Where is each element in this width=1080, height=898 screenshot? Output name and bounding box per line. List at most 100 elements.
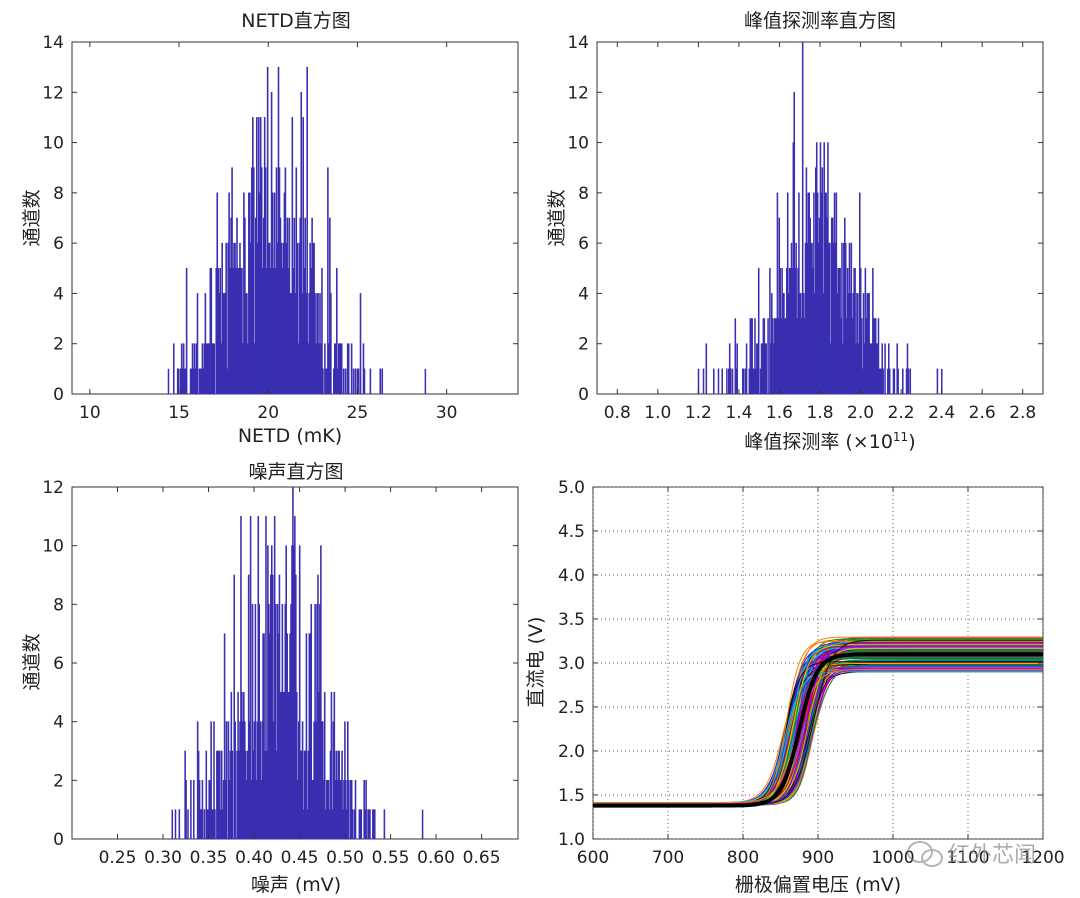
histogram-bar xyxy=(342,368,345,395)
histogram-bar xyxy=(187,809,189,840)
histogram-bar xyxy=(882,368,884,395)
x-tick-label: 0.45 xyxy=(281,848,319,868)
x-tick-label: 25 xyxy=(347,403,369,423)
histogram-bar xyxy=(884,343,886,395)
histogram-bar xyxy=(729,368,732,395)
y-tick-label: 3.5 xyxy=(558,610,585,630)
y-tick-label: 2 xyxy=(53,335,64,355)
histogram-bar xyxy=(336,267,338,395)
x-tick-label: 10 xyxy=(79,403,101,423)
x-tick-label: 0.55 xyxy=(372,848,410,868)
x-tick-label: 15 xyxy=(168,403,190,423)
histogram-bar xyxy=(751,318,753,395)
histogram-bar xyxy=(352,368,355,395)
y-tick-label: 1.5 xyxy=(558,786,585,806)
y-tick-label: 4 xyxy=(578,284,589,304)
histogram-bar xyxy=(854,267,856,395)
y-tick-label: 12 xyxy=(567,83,589,103)
y-tick-label: 10 xyxy=(42,134,64,154)
histogram-bar xyxy=(172,343,175,395)
histogram-bar xyxy=(321,267,323,395)
x-tick-label: 1.8 xyxy=(806,403,833,423)
x-tick-label: 2.6 xyxy=(969,403,996,423)
histogram-bar xyxy=(373,809,376,840)
histogram-bar xyxy=(360,809,363,840)
histogram-bar xyxy=(767,318,769,395)
noise-y-ticks: 0 2 4 6 8 10 12 xyxy=(42,478,518,850)
y-tick-label: 2.0 xyxy=(558,742,585,762)
x-tick-label: 1.0 xyxy=(644,403,671,423)
x-tick-label: 0.50 xyxy=(326,848,364,868)
histogram-bar xyxy=(219,267,222,395)
dc-y-ticks: 1.0 1.5 2.0 2.5 3.0 3.5 4.0 4.5 5.0 xyxy=(558,478,1043,850)
histogram-bar xyxy=(296,692,298,840)
histogram-bar xyxy=(223,633,226,840)
histogram-bar xyxy=(296,242,299,395)
histogram-bar xyxy=(731,368,734,395)
histogram-bar xyxy=(363,368,366,395)
noise-x-axis-title: 噪声 (mV) xyxy=(251,874,341,896)
histogram-bar xyxy=(203,809,206,840)
wechat-logo-icon xyxy=(907,841,943,867)
histogram-bar xyxy=(897,368,899,395)
x-tick-label: 2.2 xyxy=(888,403,915,423)
y-tick-label: 4 xyxy=(53,284,64,304)
histogram-bar xyxy=(263,633,265,840)
y-tick-label: 8 xyxy=(53,595,64,615)
histogram-bar xyxy=(754,318,756,395)
x-tick-label: 1.2 xyxy=(685,403,712,423)
x-tick-label: 2.0 xyxy=(847,403,874,423)
histogram-bar xyxy=(742,368,745,395)
histogram-bar xyxy=(247,574,250,840)
histogram-bar xyxy=(341,750,343,840)
histogram-bar xyxy=(333,692,336,840)
histogram-bar xyxy=(327,167,329,395)
histogram-bar xyxy=(713,368,715,395)
x-tick-label: 0.8 xyxy=(604,403,631,423)
histogram-bar xyxy=(705,343,708,395)
histogram-bar xyxy=(265,516,267,840)
histogram-bar xyxy=(210,267,213,395)
y-tick-label: 0 xyxy=(578,385,589,405)
histogram-bar xyxy=(220,750,223,840)
histogram-bar xyxy=(205,750,208,840)
x-tick-label: 1.4 xyxy=(725,403,752,423)
histogram-bar xyxy=(793,91,796,395)
histogram-bar xyxy=(330,692,333,840)
watermark: 红外芯闻 xyxy=(907,841,1036,868)
histogram-bar xyxy=(734,318,737,395)
histogram-bar xyxy=(369,809,371,840)
detectivity-x-axis-title: 峰值探测率 (×1011) xyxy=(744,430,915,453)
histogram-bar xyxy=(347,343,350,395)
dc-x-ticks: 600 700 800 900 1000 1100 1200 xyxy=(577,487,1065,868)
netd-histogram-panel: NETD直方图 10 15 20 25 30 0 2 4 6 8 10 12 14 NETD (mK)… xyxy=(21,10,519,447)
x-tick-label: 2.4 xyxy=(928,403,955,423)
histogram-bar xyxy=(185,780,187,840)
y-tick-label: 10 xyxy=(42,537,64,557)
histogram-bar xyxy=(369,368,372,395)
histogram-bar xyxy=(745,343,748,395)
histogram-bar xyxy=(350,343,353,395)
histogram-bar xyxy=(877,318,880,395)
histogram-bar xyxy=(340,343,343,395)
x-tick-label: 900 xyxy=(802,848,834,868)
histogram-bar xyxy=(381,368,384,395)
histogram-bar xyxy=(300,91,303,395)
y-tick-label: 6 xyxy=(53,654,64,674)
histogram-bar xyxy=(196,293,199,395)
y-tick-label: 2.5 xyxy=(558,698,585,718)
x-tick-label: 0.60 xyxy=(417,848,455,868)
detectivity-histogram-panel: 峰值探测率直方图 0.8 1.0 1.2 1.4 1.6 1.8 2.0 2.2 2.4 2.6 2… xyxy=(546,10,1044,453)
y-tick-label: 6 xyxy=(578,234,589,254)
histogram-bar xyxy=(721,368,723,395)
histogram-bar xyxy=(171,809,174,839)
x-tick-label: 0.35 xyxy=(190,848,228,868)
dc-average-line xyxy=(593,652,1043,808)
histogram-bar xyxy=(301,721,304,840)
histogram-bar xyxy=(821,167,824,395)
histogram-bar xyxy=(424,368,427,394)
noise-bars xyxy=(171,486,424,840)
dc-y-axis-title: 直流电 (V) xyxy=(525,617,547,708)
noise-x-ticks: 0.25 0.30 0.35 0.40 0.45 0.50 0.55 0.60 0.65 xyxy=(99,487,501,868)
